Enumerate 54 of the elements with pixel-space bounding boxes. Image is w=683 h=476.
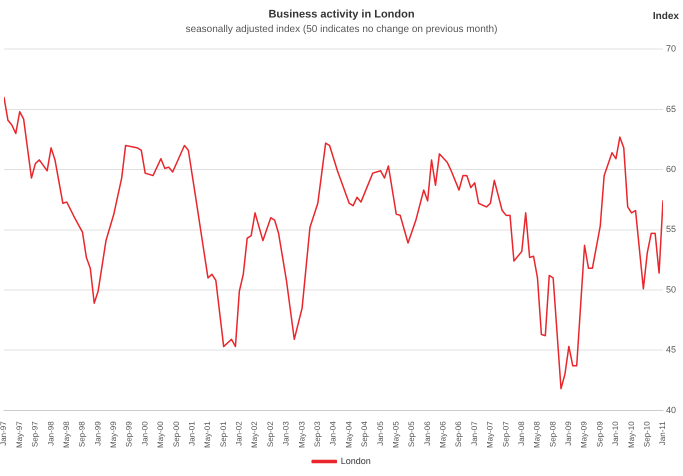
x-tick-label: Jan-10 xyxy=(611,420,620,446)
chart-title: Business activity in London xyxy=(268,8,415,21)
x-tick-label: Jan-08 xyxy=(516,420,526,446)
legend-label: London xyxy=(340,456,371,466)
x-tick-label: Jan-00 xyxy=(140,420,150,446)
y-tick-label: 65 xyxy=(666,104,676,114)
y-tick-label: 45 xyxy=(666,344,676,355)
x-tick-label: Sep-00 xyxy=(172,420,181,448)
x-tick-label: May-01 xyxy=(203,420,212,448)
x-tick-label: Sep-99 xyxy=(124,420,134,448)
x-tick-label: Jan-02 xyxy=(234,420,244,446)
x-tick-label: Sep-09 xyxy=(595,420,604,448)
x-tick-label: Sep-08 xyxy=(548,420,558,448)
x-tick-label: May-05 xyxy=(391,420,400,448)
x-tick-label: Sep-05 xyxy=(407,420,416,448)
x-tick-label: Jan-04 xyxy=(328,420,338,446)
y-tick-label: 40 xyxy=(666,404,676,415)
x-tick-label: May-97 xyxy=(14,420,24,448)
x-tick-label: May-10 xyxy=(626,420,636,448)
x-tick-label: Sep-02 xyxy=(266,420,275,448)
x-tick-label: Jan-97 xyxy=(0,420,8,446)
x-tick-label: Jan-03 xyxy=(282,420,291,446)
x-tick-label: Sep-07 xyxy=(501,420,510,448)
x-tick-label: Jan-05 xyxy=(376,420,385,446)
x-tick-label: May-03 xyxy=(297,420,306,448)
x-tick-label: May-99 xyxy=(109,420,118,448)
x-tick-label: May-98 xyxy=(62,420,71,448)
y-axis-title: Index xyxy=(652,10,680,22)
x-tick-label: May-08 xyxy=(532,420,542,448)
y-tick-label: 70 xyxy=(666,44,676,54)
x-tick-label: Sep-03 xyxy=(313,420,322,448)
x-tick-label: Jan-09 xyxy=(564,420,574,446)
y-tick-label: 60 xyxy=(666,164,676,174)
x-tick-label: Sep-98 xyxy=(78,420,87,448)
x-tick-label: May-04 xyxy=(344,420,354,448)
chart-subtitle: seasonally adjusted index (50 indicates no change on previous month) xyxy=(186,24,498,35)
x-tick-label: Jan-99 xyxy=(93,420,102,446)
x-tick-label: Sep-10 xyxy=(642,420,652,448)
x-tick-label: May-00 xyxy=(156,420,166,448)
x-tick-label: Sep-01 xyxy=(218,420,228,448)
y-tick-label: 50 xyxy=(666,284,676,294)
x-tick-label: Jan-07 xyxy=(470,420,479,446)
x-tick-label: Sep-97 xyxy=(30,420,40,448)
x-tick-label: Sep-06 xyxy=(454,420,464,448)
x-tick-label: Jan-98 xyxy=(46,420,56,446)
x-tick-label: May-09 xyxy=(580,420,589,448)
x-tick-label: May-07 xyxy=(486,420,495,448)
x-tick-label: Sep-04 xyxy=(360,420,370,448)
x-tick-label: May-06 xyxy=(438,420,448,448)
x-tick-label: Jan-11 xyxy=(658,420,668,446)
x-tick-label: Jan-06 xyxy=(422,420,432,446)
x-tick-label: May-02 xyxy=(250,420,260,448)
y-tick-label: 55 xyxy=(666,224,676,234)
x-tick-label: Jan-01 xyxy=(187,420,196,446)
